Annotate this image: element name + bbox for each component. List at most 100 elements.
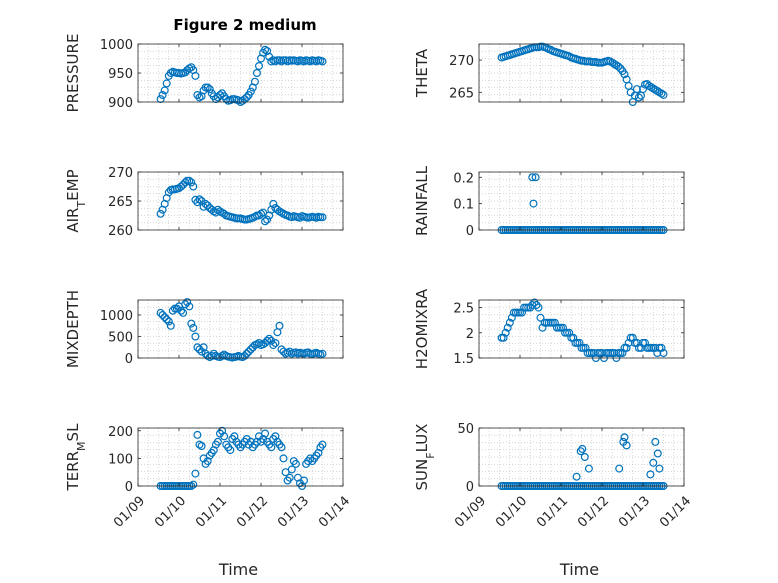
data-point: [608, 58, 617, 67]
series-markers: [156, 45, 327, 106]
y-tick-label: 0.1: [453, 198, 474, 213]
data-point: [271, 432, 280, 441]
data-point: [185, 302, 194, 311]
y-tick-label: 265: [108, 195, 133, 210]
x-tick-label: 01/09: [452, 494, 489, 531]
data-point: [166, 321, 175, 330]
data-point: [632, 338, 641, 347]
data-point: [242, 93, 251, 102]
data-point: [634, 93, 643, 102]
y-tick-label: 0: [466, 224, 474, 239]
y-tick-label: 270: [449, 54, 474, 69]
data-point: [576, 447, 585, 456]
data-point: [189, 182, 198, 191]
y-tick-label: 0.2: [453, 171, 474, 186]
x-axis-label: Time: [559, 560, 599, 579]
x-tick-label: 01/12: [575, 494, 612, 531]
data-point: [575, 338, 584, 347]
y-axis-label: AIRTEMP: [64, 169, 88, 232]
x-tick-label: 01/14: [657, 494, 694, 531]
data-point: [162, 315, 171, 324]
data-point: [528, 173, 537, 182]
data-point: [572, 472, 581, 481]
data-point: [287, 465, 296, 474]
data-point: [534, 303, 543, 312]
data-point: [296, 213, 305, 222]
axes-box: [478, 43, 685, 103]
data-point: [536, 313, 545, 322]
data-point: [318, 349, 327, 358]
data-point: [240, 351, 249, 360]
data-point: [191, 469, 200, 478]
data-point: [191, 71, 200, 80]
data-point: [578, 444, 587, 453]
x-axis-label: Time: [218, 560, 258, 579]
x-tick-label: 01/10: [152, 494, 189, 531]
data-point: [164, 317, 173, 326]
data-point: [318, 57, 327, 66]
y-axis-label: MIXDEPTH: [64, 290, 82, 368]
data-point: [285, 473, 294, 482]
data-point: [581, 343, 590, 352]
axes-box: [137, 427, 344, 487]
axes-box: [137, 299, 344, 359]
data-point: [550, 318, 559, 327]
data-point: [263, 215, 272, 224]
data-point: [279, 454, 288, 463]
figure-title: Figure 2 medium: [173, 16, 316, 34]
data-point: [240, 95, 249, 104]
data-point: [189, 323, 198, 332]
data-point: [193, 430, 202, 439]
data-point: [263, 336, 272, 345]
data-point: [218, 426, 227, 435]
data-point: [318, 213, 327, 222]
y-tick-label: 100: [108, 452, 133, 467]
subplot-mixdepth: 0 500 1000 MIXDEPTH: [64, 290, 344, 368]
y-axis-label: THETA: [413, 48, 431, 98]
data-point: [580, 453, 589, 462]
data-point: [201, 199, 210, 208]
data-point: [250, 77, 259, 86]
data-point: [291, 348, 300, 357]
data-point: [269, 341, 278, 350]
y-tick-label: 950: [108, 67, 133, 82]
data-point: [193, 90, 202, 99]
subplot-sun-flux: 0 50 01/09 01/10 01/11 01/12 01/13 01/14 Time SUN…: [413, 422, 694, 579]
axes-box: [478, 171, 685, 231]
data-point: [203, 201, 212, 210]
data-point: [181, 300, 190, 309]
data-point: [213, 437, 222, 446]
data-point: [187, 178, 196, 187]
data-point: [252, 68, 261, 77]
data-point: [179, 180, 188, 189]
series-markers: [156, 176, 327, 226]
data-point: [220, 209, 229, 218]
data-point: [246, 345, 255, 354]
data-point: [172, 304, 181, 313]
y-axis-label: SUNFLUX: [413, 424, 437, 491]
data-point: [156, 95, 165, 104]
data-point: [565, 328, 574, 337]
data-point: [261, 429, 270, 438]
data-point: [218, 351, 227, 360]
data-point: [187, 319, 196, 328]
data-point: [558, 323, 567, 332]
data-point: [584, 464, 593, 473]
y-tick-label: 1000: [100, 38, 133, 53]
x-tick-label: 01/11: [193, 494, 230, 531]
data-point: [261, 217, 270, 226]
data-point: [168, 306, 177, 315]
x-tick-label: 01/13: [275, 494, 312, 531]
data-point: [531, 173, 540, 182]
data-point: [222, 95, 231, 104]
data-point: [160, 313, 169, 322]
y-axis-label: PRESSURE: [64, 34, 82, 113]
data-point: [216, 90, 225, 99]
data-point: [195, 345, 204, 354]
data-point: [244, 347, 253, 356]
data-point: [622, 343, 631, 352]
data-point: [614, 62, 623, 71]
data-point: [181, 178, 190, 187]
x-tick-label: 01/09: [111, 494, 148, 531]
data-point: [646, 470, 655, 479]
